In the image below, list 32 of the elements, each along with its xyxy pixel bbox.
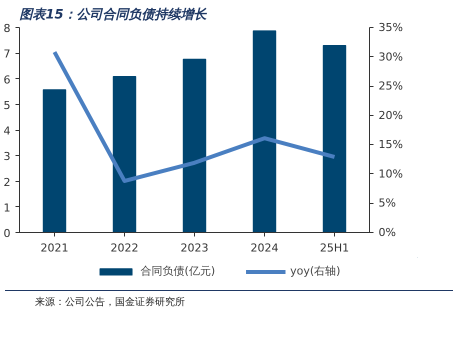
x-tick-label: 2023 (180, 242, 209, 254)
legend-label: yoy(右轴) (290, 264, 340, 278)
y-tick-label: 1 (4, 201, 10, 214)
y-tick-label: 8 (4, 22, 10, 35)
bar (182, 58, 206, 232)
y2-tick-label: 0% (378, 226, 396, 239)
bar (322, 44, 346, 232)
legend-label: 合同负债(亿元) (140, 264, 216, 278)
line-series (52, 50, 336, 183)
y2-tick-label: 20% (378, 108, 403, 122)
y-tick-label: 2 (4, 176, 10, 189)
y2-tick-label: 35% (378, 21, 403, 34)
bar (252, 30, 276, 232)
source-note: 来源：公司公告，国金证券研究所 (35, 296, 185, 310)
y-tick-label: 7 (4, 48, 10, 61)
y2-tick-label: 10% (378, 167, 403, 180)
y-tick-label: 3 (4, 150, 10, 164)
y2-tick-label: 15% (378, 138, 403, 152)
x-tick-label: 2022 (110, 242, 139, 254)
bar (112, 76, 136, 232)
x-tick-label: 2021 (40, 242, 69, 254)
y2-tick-label: 25% (378, 80, 403, 93)
bar (42, 89, 66, 232)
y-tick-label: 4 (4, 124, 10, 138)
y2-tick-label: 30% (378, 50, 403, 64)
x-tick-label: 25H1 (320, 242, 350, 254)
chart-title: 图表15：公司合同负债持续增长 (20, 6, 208, 22)
y-tick-label: 5 (4, 98, 10, 112)
x-tick-label: 2024 (250, 242, 279, 254)
y-tick-label: 0 (4, 227, 10, 240)
y-tick-label: 6 (4, 73, 10, 86)
y2-tick-label: 5% (378, 196, 396, 210)
